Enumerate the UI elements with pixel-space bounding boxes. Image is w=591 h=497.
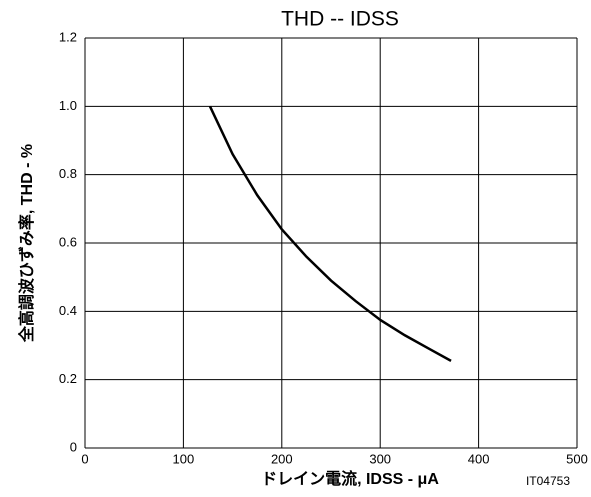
x-tick-label: 400	[468, 451, 490, 466]
x-tick-label: 200	[271, 451, 293, 466]
y-tick-label: 0.6	[59, 234, 77, 249]
figure-code: IT04753	[526, 474, 570, 488]
y-tick-label: 1.2	[59, 29, 77, 44]
x-tick-label: 100	[173, 451, 195, 466]
y-axis-label: 全高調波ひずみ率, THD - %	[17, 144, 36, 343]
y-tick-label: 0	[70, 439, 77, 454]
y-tick-label: 0.2	[59, 371, 77, 386]
data-line	[208, 105, 452, 362]
x-tick-label: 300	[369, 451, 391, 466]
x-axis-label: ドレイン電流, IDSS - μA	[261, 469, 439, 488]
y-tick-label: 0.4	[59, 303, 77, 318]
chart-title: THD -- IDSS	[281, 8, 399, 31]
x-tick-label: 0	[81, 451, 88, 466]
y-tick-label: 1.0	[59, 98, 77, 113]
x-tick-label: 500	[566, 451, 588, 466]
y-tick-label: 0.8	[59, 166, 77, 181]
